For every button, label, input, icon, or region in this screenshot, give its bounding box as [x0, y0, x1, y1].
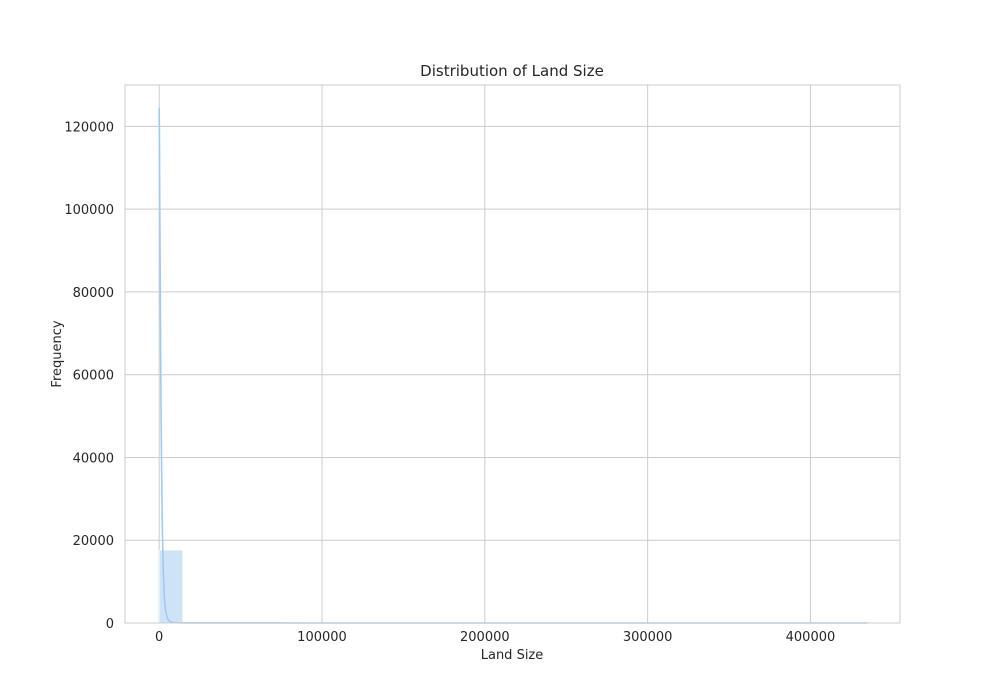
y-tick-label: 20000	[73, 534, 114, 549]
y-tick-labels: 0 20000 40000 60000 80000 100000 120000	[64, 120, 114, 632]
x-axis-label: Land Size	[481, 648, 544, 663]
y-tick-label: 40000	[73, 451, 114, 466]
chart-title: Distribution of Land Size	[420, 62, 604, 80]
y-tick-label: 100000	[64, 203, 114, 218]
plot-frame	[124, 84, 901, 624]
kde-layer	[158, 107, 868, 624]
y-axis-label: Frequency	[50, 320, 65, 387]
y-tick-label: 0	[106, 617, 114, 632]
y-tick-label: 80000	[73, 286, 114, 301]
bars-layer	[158, 549, 868, 624]
x-tick-label: 300000	[623, 630, 673, 645]
x-tick-label: 100000	[297, 630, 347, 645]
x-tick-label: 400000	[786, 630, 836, 645]
x-tick-label: 0	[155, 630, 163, 645]
x-tick-labels: 0 100000 200000 300000 400000	[155, 630, 835, 645]
y-tick-label: 60000	[73, 369, 114, 384]
grid-layer	[125, 85, 900, 624]
y-tick-label: 120000	[64, 120, 114, 135]
x-tick-label: 200000	[460, 630, 510, 645]
kde-curve	[158, 107, 868, 624]
